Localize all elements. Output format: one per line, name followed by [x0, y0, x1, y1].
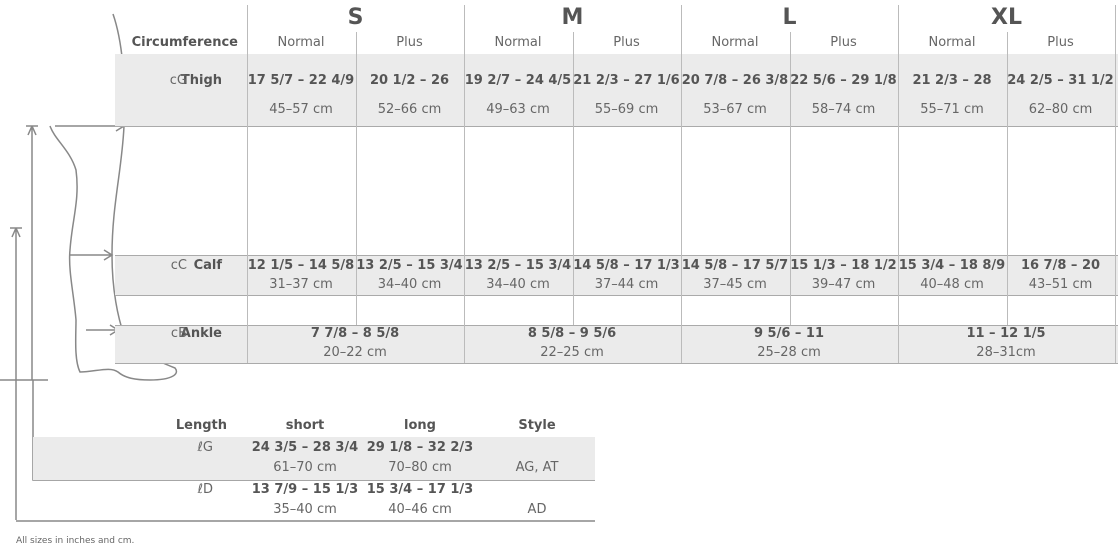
- cm-range: 20–22 cm: [323, 345, 387, 360]
- inch-range: 7 7/8 – 8 5/8: [310, 326, 400, 341]
- cm-range: 55–71 cm: [920, 102, 984, 117]
- variant-header: Normal: [711, 35, 759, 50]
- inch-range: 13 7/9 – 15 1/3: [251, 482, 359, 497]
- length-label: ℓD: [197, 482, 213, 497]
- inch-range: 24 3/5 – 28 3/4: [251, 440, 359, 455]
- row-bg: [115, 325, 1118, 363]
- style: AG, AT: [515, 460, 559, 475]
- inch-range: 29 1/8 – 32 2/3: [366, 440, 474, 455]
- inch-range: 21 2/3 – 28: [912, 73, 992, 88]
- row-bg: [33, 437, 595, 480]
- v-line: [247, 5, 248, 363]
- h-line: [115, 295, 1118, 296]
- inch-range: 12 1/5 – 14 5/8: [247, 258, 355, 273]
- inch-range: 16 7/8 – 20: [1020, 258, 1101, 273]
- length-label: ℓG: [197, 440, 213, 455]
- variant-header: Normal: [494, 35, 542, 50]
- row-name: Ankle: [180, 326, 222, 341]
- size-header: M: [561, 5, 584, 30]
- inch-range: 14 5/8 – 17 5/7: [681, 258, 789, 273]
- cm-range: 34–40 cm: [377, 277, 442, 292]
- row-bg: [115, 255, 1118, 295]
- cm-range: 25–28 cm: [757, 345, 821, 360]
- v-line: [898, 5, 899, 363]
- variant-header: Plus: [830, 35, 857, 50]
- cm-range: 37–44 cm: [594, 277, 659, 292]
- v-line: [464, 5, 465, 363]
- row-code: cG: [169, 73, 187, 88]
- cm-range: 37–45 cm: [703, 277, 767, 292]
- cm-range: 39–47 cm: [811, 277, 876, 292]
- cm-range: 34–40 cm: [486, 277, 550, 292]
- variant-header: Normal: [277, 35, 325, 50]
- inch-range: 13 2/5 – 15 3/4: [464, 258, 572, 273]
- v-line: [355, 32, 357, 325]
- v-line: [1115, 5, 1116, 363]
- cm-range: 31–37 cm: [269, 277, 333, 292]
- h-line: [115, 363, 1118, 364]
- variant-header: Normal: [928, 35, 976, 50]
- v-line: [789, 32, 791, 325]
- inch-range: 13 2/5 – 15 3/4: [356, 258, 463, 273]
- row-code: cC: [170, 258, 187, 273]
- cm-range: 58–74 cm: [811, 102, 876, 117]
- cm-range: 62–80 cm: [1028, 102, 1093, 117]
- inch-range: 24 2/5 – 31 1/2: [1007, 73, 1114, 88]
- cm-range: 53–67 cm: [703, 102, 767, 117]
- v-line: [572, 32, 574, 325]
- size-header: L: [782, 5, 797, 30]
- inch-range: 15 1/3 – 18 1/2: [790, 258, 897, 273]
- cm-range: 40–46 cm: [388, 502, 452, 517]
- inch-range: 11 – 12 1/5: [966, 326, 1046, 341]
- inch-range: 19 2/7 – 24 4/5: [464, 73, 572, 88]
- cm-range: 28–31cm: [976, 345, 1036, 360]
- v-line: [1006, 32, 1008, 325]
- variant-header: Plus: [396, 35, 423, 50]
- inch-range: 20 1/2 – 26: [369, 73, 450, 88]
- cm-range: 45–57 cm: [269, 102, 333, 117]
- length-header: Length: [175, 418, 227, 433]
- variant-header: Plus: [613, 35, 640, 50]
- style: AD: [527, 502, 547, 517]
- inch-range: 8 5/8 – 9 5/6: [527, 326, 617, 341]
- inch-range: 9 5/6 – 11: [753, 326, 825, 341]
- row-code: cB: [170, 326, 187, 341]
- length-header: long: [404, 418, 436, 433]
- inch-range: 15 3/4 – 18 8/9: [898, 258, 1006, 273]
- inch-range: 17 5/7 – 22 4/9: [247, 73, 355, 88]
- row-bg: [115, 54, 1118, 126]
- cm-range: 70–80 cm: [388, 460, 452, 475]
- length-header: short: [285, 418, 325, 433]
- cm-range: 35–40 cm: [273, 502, 337, 517]
- length-header: Style: [518, 418, 556, 433]
- inch-range: 20 7/8 – 26 3/8: [681, 73, 789, 88]
- inch-range: 14 5/8 – 17 1/3: [573, 258, 680, 273]
- cm-range: 22–25 cm: [540, 345, 604, 360]
- variant-header: Plus: [1047, 35, 1074, 50]
- cm-range: 52–66 cm: [377, 102, 442, 117]
- v-line: [681, 5, 682, 363]
- inch-range: 21 2/3 – 27 1/6: [573, 73, 680, 88]
- cm-range: 49–63 cm: [486, 102, 550, 117]
- row-name: Thigh: [180, 73, 222, 88]
- cm-range: 43–51 cm: [1028, 277, 1093, 292]
- cm-range: 61–70 cm: [273, 460, 337, 475]
- footnote: All sizes in inches and cm.: [16, 536, 135, 546]
- size-header: S: [347, 5, 364, 30]
- inch-range: 22 5/6 – 29 1/8: [790, 73, 897, 88]
- inch-range: 15 3/4 – 17 1/3: [366, 482, 474, 497]
- circumference-header: Circumference: [131, 35, 238, 50]
- row-name: Calf: [193, 258, 222, 273]
- cm-range: 55–69 cm: [594, 102, 659, 117]
- h-line: [115, 126, 1118, 127]
- h-line: [115, 255, 1118, 256]
- cm-range: 40–48 cm: [920, 277, 984, 292]
- size-header: XL: [991, 5, 1022, 30]
- h-line: [115, 325, 1118, 326]
